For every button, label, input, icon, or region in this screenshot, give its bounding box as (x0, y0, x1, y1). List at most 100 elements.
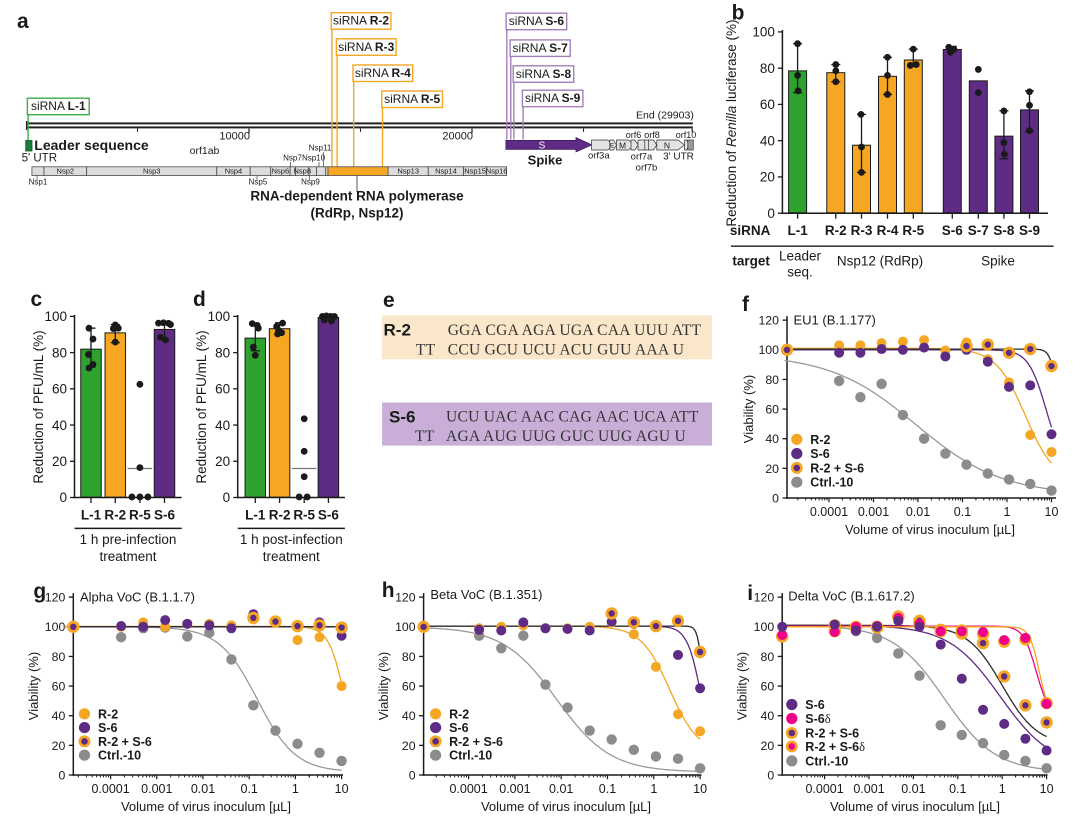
svg-text:S-6: S-6 (154, 508, 176, 523)
svg-text:Nsp5: Nsp5 (249, 178, 268, 187)
svg-text:0.01: 0.01 (191, 782, 215, 796)
svg-text:100: 100 (44, 309, 67, 324)
svg-text:R-2: R-2 (825, 223, 847, 238)
svg-text:Reduction of PFU/mL (%): Reduction of PFU/mL (%) (31, 330, 46, 483)
svg-text:0.1: 0.1 (949, 782, 966, 796)
svg-text:0: 0 (772, 491, 779, 505)
svg-text:orf6: orf6 (626, 130, 642, 140)
svg-text:d: d (193, 288, 206, 311)
svg-text:0.01: 0.01 (901, 782, 925, 796)
svg-text:S-8: S-8 (993, 223, 1015, 238)
svg-text:orf3a: orf3a (588, 151, 610, 162)
svg-text:R-5: R-5 (902, 223, 924, 238)
svg-text:e: e (383, 289, 395, 312)
svg-text:R-2: R-2 (810, 433, 830, 447)
svg-text:40: 40 (215, 418, 230, 433)
svg-text:TT: TT (416, 342, 436, 359)
svg-text:S-7: S-7 (968, 223, 989, 238)
svg-text:100: 100 (758, 343, 779, 357)
svg-text:Volume of virus inoculum [µL]: Volume of virus inoculum [µL] (121, 799, 291, 814)
svg-text:20000: 20000 (442, 131, 473, 143)
svg-text:S-6: S-6 (805, 698, 825, 712)
svg-text:Nsp3: Nsp3 (143, 167, 161, 176)
svg-text:60: 60 (402, 679, 416, 693)
svg-text:100: 100 (754, 620, 775, 634)
svg-text:GGA CGA AGA UGA CAA UUU ATT: GGA CGA AGA UGA CAA UUU ATT (448, 322, 702, 339)
svg-text:S-6: S-6 (98, 721, 118, 735)
svg-text:Nsp10: Nsp10 (302, 154, 326, 163)
svg-text:N: N (664, 140, 670, 150)
svg-text:f: f (742, 293, 750, 316)
svg-text:0.001: 0.001 (141, 782, 172, 796)
svg-text:Leader: Leader (779, 249, 822, 264)
svg-text:0.001: 0.001 (499, 782, 530, 796)
svg-text:0.0001: 0.0001 (449, 782, 487, 796)
svg-text:orf7a: orf7a (631, 152, 653, 163)
svg-text:3' UTR: 3' UTR (663, 152, 694, 163)
svg-text:siRNA S-6: siRNA S-6 (509, 14, 565, 28)
svg-text:R-2 + S-6: R-2 + S-6 (810, 461, 864, 475)
svg-text:L-1: L-1 (787, 223, 808, 238)
svg-text:b: b (732, 1, 745, 24)
svg-text:0: 0 (767, 206, 775, 221)
svg-text:0: 0 (767, 768, 774, 782)
svg-text:R-2 + S-6: R-2 + S-6 (449, 735, 503, 749)
svg-text:treatment: treatment (99, 549, 156, 564)
svg-text:Ctrl.-10: Ctrl.-10 (449, 749, 492, 763)
svg-text:S-6: S-6 (318, 508, 340, 523)
svg-text:40: 40 (760, 133, 775, 148)
svg-text:R-2: R-2 (104, 508, 126, 523)
svg-text:AGA AUG UUG GUC UUG AGU U: AGA AUG UUG GUC UUG AGU U (446, 428, 686, 445)
svg-text:S-9: S-9 (1019, 223, 1040, 238)
svg-text:10: 10 (693, 782, 707, 796)
svg-text:Volume of virus inoculum [µL]: Volume of virus inoculum [µL] (845, 522, 1015, 537)
svg-text:60: 60 (761, 679, 775, 693)
svg-text:Nsp15: Nsp15 (464, 167, 486, 176)
svg-text:Nsp8: Nsp8 (294, 167, 312, 176)
svg-text:Reduction of PFU/mL (%): Reduction of PFU/mL (%) (194, 330, 209, 483)
svg-text:M: M (619, 140, 626, 150)
svg-text:20: 20 (402, 739, 416, 753)
svg-text:EU1 (B.1.177): EU1 (B.1.177) (794, 313, 876, 328)
svg-text:R-2 + S-6δ: R-2 + S-6δ (805, 740, 865, 754)
svg-text:10: 10 (335, 782, 349, 796)
svg-text:80: 80 (215, 345, 230, 360)
svg-text:Nsp1: Nsp1 (29, 178, 48, 187)
svg-text:L-1: L-1 (81, 508, 102, 523)
svg-text:Leader sequence: Leader sequence (34, 137, 149, 153)
svg-text:siRNA R-4: siRNA R-4 (355, 66, 411, 80)
svg-text:80: 80 (52, 345, 67, 360)
svg-text:E: E (610, 142, 615, 149)
svg-text:1: 1 (650, 782, 657, 796)
svg-text:c: c (31, 288, 43, 311)
svg-text:siRNA R-2: siRNA R-2 (333, 14, 389, 28)
svg-text:0.1: 0.1 (241, 782, 258, 796)
svg-text:Spike: Spike (981, 254, 1015, 269)
svg-text:Ctrl.-10: Ctrl.-10 (805, 754, 848, 768)
svg-text:siRNA S-7: siRNA S-7 (512, 41, 568, 55)
svg-text:80: 80 (765, 373, 779, 387)
svg-text:S: S (539, 141, 546, 152)
svg-text:treatment: treatment (263, 549, 320, 564)
svg-text:120: 120 (754, 591, 775, 605)
svg-text:Nsp13: Nsp13 (397, 167, 419, 176)
svg-text:siRNA R-3: siRNA R-3 (338, 40, 394, 54)
svg-text:40: 40 (52, 709, 66, 723)
svg-text:100: 100 (45, 620, 66, 634)
svg-text:S-6: S-6 (389, 408, 415, 427)
svg-text:80: 80 (52, 650, 66, 664)
svg-text:10000: 10000 (219, 131, 250, 143)
svg-text:End (29903): End (29903) (636, 110, 694, 122)
svg-text:0.01: 0.01 (549, 782, 573, 796)
svg-text:R-2: R-2 (269, 508, 291, 523)
svg-text:60: 60 (215, 382, 230, 397)
svg-text:orf10: orf10 (676, 130, 697, 140)
svg-text:1: 1 (292, 782, 299, 796)
svg-text:R-4: R-4 (877, 223, 899, 238)
svg-text:40: 40 (765, 432, 779, 446)
svg-text:RNA-dependent RNA polymerase: RNA-dependent RNA polymerase (250, 189, 464, 204)
svg-text:80: 80 (402, 650, 416, 664)
svg-text:S-6: S-6 (942, 223, 964, 238)
svg-text:target: target (732, 254, 770, 269)
svg-text:R-5: R-5 (129, 508, 151, 523)
